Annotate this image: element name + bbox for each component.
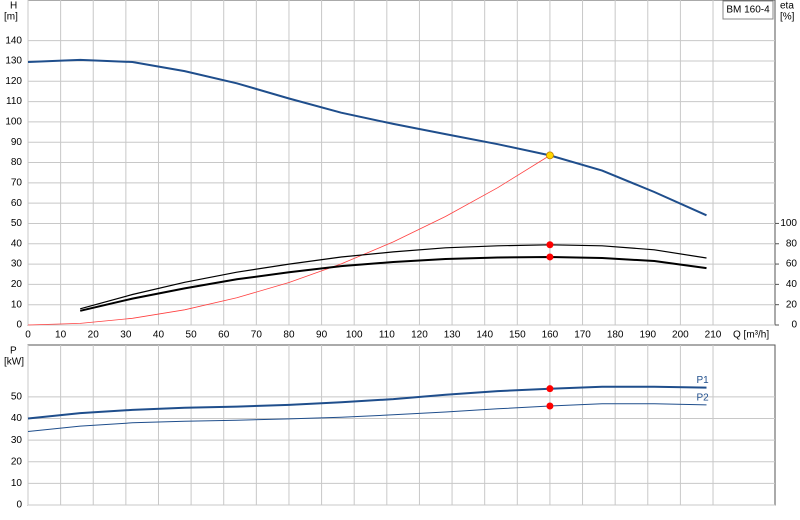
y2-axis-label: eta xyxy=(780,1,794,12)
y2-tick-label: 0 xyxy=(791,320,797,331)
y-tick-label: 50 xyxy=(11,218,23,229)
y-tick-label: 130 xyxy=(5,56,22,67)
curve xyxy=(27,58,707,217)
x-tick-label: 90 xyxy=(316,330,328,341)
duty-point xyxy=(546,151,554,160)
y-tick-label: 40 xyxy=(11,238,23,249)
curve-label: P2 xyxy=(696,393,709,404)
x-tick-label: 200 xyxy=(672,330,689,341)
y-axis-label: [kW] xyxy=(4,357,24,368)
x-tick-label: 210 xyxy=(705,330,722,341)
x-tick-label: 190 xyxy=(639,330,656,341)
x-tick-label: 50 xyxy=(186,330,198,341)
curve xyxy=(27,155,551,326)
x-tick-label: 60 xyxy=(218,330,230,341)
y-tick-label: 30 xyxy=(11,259,23,270)
x-tick-label: 0 xyxy=(25,330,31,341)
title-box xyxy=(722,0,774,20)
y-tick-label: 10 xyxy=(11,299,23,310)
y-tick-label: 60 xyxy=(11,198,23,209)
duty-point xyxy=(546,253,554,261)
y-axis-label: [m] xyxy=(4,12,18,23)
x-tick-label: 70 xyxy=(251,330,263,341)
x-tick-label: 170 xyxy=(574,330,591,341)
y2-tick-label: 100 xyxy=(780,218,797,229)
y2-tick-label: 60 xyxy=(786,259,798,270)
curve xyxy=(80,244,707,310)
y2-tick-label: 80 xyxy=(786,238,798,249)
y2-tick-label: 20 xyxy=(786,299,798,310)
curve xyxy=(27,385,707,420)
curve xyxy=(27,403,707,432)
x-tick-label: 120 xyxy=(411,330,428,341)
curve xyxy=(79,255,707,312)
curve-label: P1 xyxy=(696,375,709,386)
y-tick-label: 90 xyxy=(11,137,23,148)
x-tick-label: 180 xyxy=(607,330,624,341)
x-tick-label: 40 xyxy=(153,330,165,341)
x-tick-label: 160 xyxy=(542,330,559,341)
x-tick-label: 150 xyxy=(509,330,526,341)
x-tick-label: 100 xyxy=(346,330,363,341)
y-tick-label: 20 xyxy=(11,456,23,467)
x-axis-label: Q [m³/h] xyxy=(733,330,769,341)
x-tick-label: 10 xyxy=(55,330,67,341)
y-tick-label: 30 xyxy=(11,435,23,446)
y-tick-label: 0 xyxy=(16,320,22,331)
x-tick-label: 30 xyxy=(120,330,132,341)
y-tick-label: 70 xyxy=(11,177,23,188)
x-tick-label: 140 xyxy=(476,330,493,341)
x-tick-label: 20 xyxy=(88,330,100,341)
y-tick-label: 50 xyxy=(11,392,23,403)
y-tick-label: 140 xyxy=(5,35,22,46)
x-tick-label: 80 xyxy=(283,330,295,341)
x-tick-label: 110 xyxy=(379,330,395,341)
y-tick-label: 80 xyxy=(11,157,23,168)
y-tick-label: 120 xyxy=(5,76,22,87)
y-tick-label: 40 xyxy=(11,413,23,424)
plot-frame xyxy=(27,344,776,506)
chart-title: BM 160-4 xyxy=(726,5,770,16)
duty-point xyxy=(546,241,554,249)
y-tick-label: 10 xyxy=(11,478,23,489)
y-tick-label: 20 xyxy=(11,279,23,290)
y2-axis-label: [%] xyxy=(780,12,795,23)
y-axis-label: P xyxy=(10,346,17,357)
y-tick-label: 100 xyxy=(5,117,22,128)
y-tick-label: 110 xyxy=(6,96,22,107)
duty-point xyxy=(546,402,554,410)
x-tick-label: 130 xyxy=(444,330,461,341)
y-tick-label: 0 xyxy=(16,500,22,511)
y-axis-label: H xyxy=(10,1,17,12)
y2-tick-label: 40 xyxy=(786,279,798,290)
duty-point xyxy=(546,385,554,393)
